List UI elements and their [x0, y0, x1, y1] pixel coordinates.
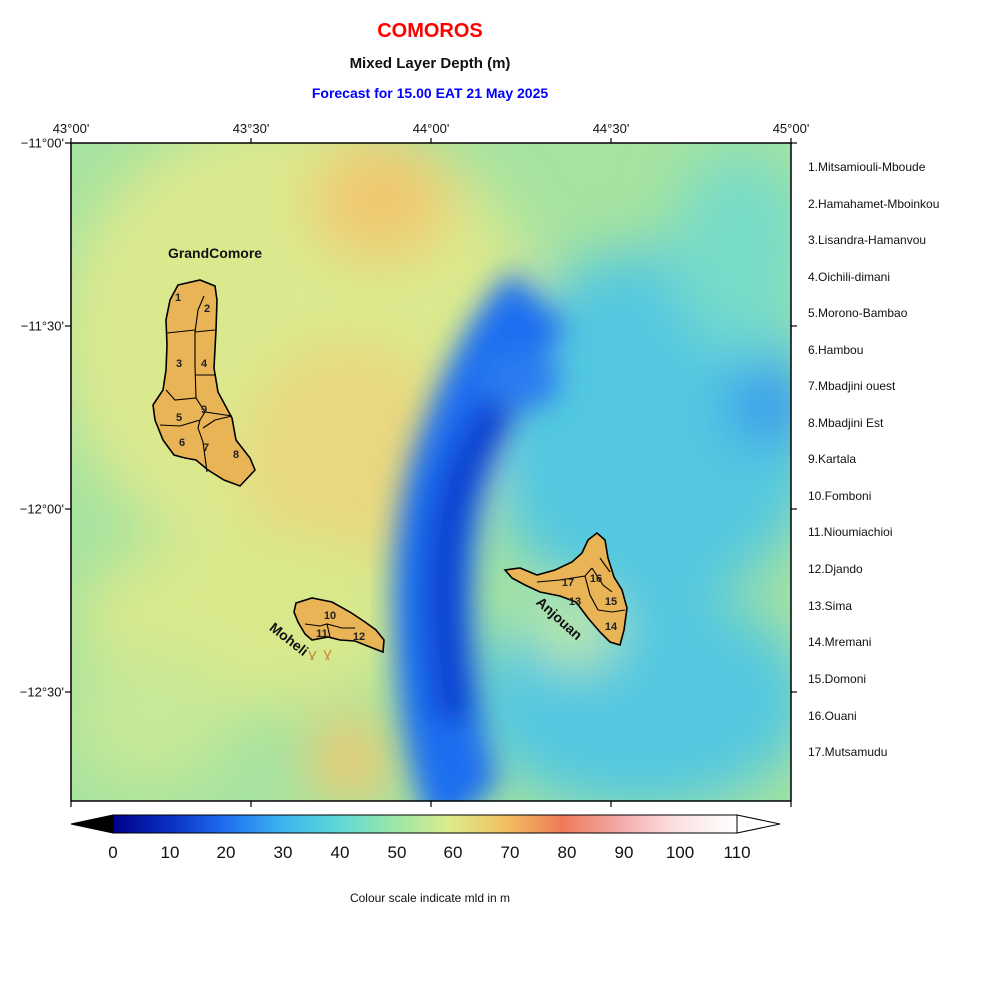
colorbar-label-20: 20 — [216, 843, 236, 862]
axis-ticks — [65, 138, 797, 807]
moheli-islets — [308, 649, 332, 661]
lon-label-3: 44°00' — [412, 121, 450, 136]
region-number-15: 15 — [605, 596, 617, 608]
legend-item-11: 11.Nioumiachioi — [808, 525, 893, 539]
legend-item-13: 13.Sima — [808, 599, 853, 613]
legend-item-14: 14.Mremani — [808, 635, 872, 649]
colorbar-label-110: 110 — [723, 843, 751, 862]
region-number-17: 17 — [562, 577, 574, 589]
legend-item-12: 12.Djando — [808, 562, 863, 576]
region-number-8: 8 — [233, 449, 239, 461]
legend-item-7: 7.Mbadjini ouest — [808, 379, 896, 393]
legend-item-16: 16.Ouani — [808, 709, 857, 723]
colorbar-label-70: 70 — [500, 843, 520, 862]
legend-item-4: 4.Oichili-dimani — [808, 270, 891, 284]
colorbar-caption: Colour scale indicate mld in m — [349, 891, 511, 905]
region-number-11: 11 — [316, 628, 328, 640]
region-number-6: 6 — [179, 437, 185, 449]
region-number-13: 13 — [569, 596, 581, 608]
region-number-14: 14 — [605, 621, 618, 633]
region-number-3: 3 — [176, 358, 182, 370]
colorbar-label-40: 40 — [330, 843, 350, 862]
legend-item-15: 15.Domoni — [808, 672, 867, 686]
grand-comore-island: 1 2 3 4 5 6 7 8 9 GrandComore — [152, 245, 262, 487]
moheli-coast — [293, 597, 385, 654]
lat-label-3: −12°00' — [19, 501, 64, 517]
grand-comore-boundaries — [159, 295, 233, 473]
region-number-12: 12 — [353, 631, 365, 643]
region-number-9: 9 — [201, 404, 207, 416]
mld-field — [71, 143, 791, 801]
anjouan-coast — [503, 531, 628, 647]
colorbar-label-50: 50 — [387, 843, 407, 862]
legend-item-3: 3.Lisandra-Hamanvou — [808, 233, 927, 247]
region-number-16: 16 — [590, 573, 602, 585]
colorbar-bar — [112, 814, 738, 834]
legend-item-10: 10.Fomboni — [808, 489, 872, 503]
region-number-2: 2 — [204, 303, 210, 315]
region-number-4: 4 — [201, 358, 208, 370]
legend-item-8: 8.Mbadjini Est — [808, 416, 884, 430]
legend-item-2: 2.Hamahamet-Mboinkou — [808, 197, 940, 211]
forecast-line: Forecast for 15.00 EAT 21 May 2025 — [311, 85, 549, 101]
colorbar-label-100: 100 — [665, 843, 695, 862]
region-number-5: 5 — [176, 412, 182, 424]
lon-label-4: 44°30' — [592, 121, 630, 136]
region-number-10: 10 — [324, 610, 336, 622]
lat-label-2: −11°30' — [20, 318, 64, 334]
legend-item-9: 9.Kartala — [808, 452, 857, 466]
colorbar-low-arrow — [70, 814, 114, 834]
colorbar-label-90: 90 — [614, 843, 634, 862]
colorbar-label-0: 0 — [108, 843, 118, 862]
map-title: COMOROS — [377, 20, 483, 42]
region-number-1: 1 — [175, 292, 181, 304]
legend-item-6: 6.Hambou — [808, 343, 864, 357]
legend-item-17: 17.Mutsamudu — [808, 745, 888, 759]
region-number-7: 7 — [203, 442, 209, 454]
lon-label-5: 45°00' — [772, 121, 810, 136]
colorbar — [70, 814, 781, 834]
legend-item-5: 5.Morono-Bambao — [808, 306, 908, 320]
moheli-boundaries — [304, 623, 355, 638]
grand-comore-label: GrandComore — [168, 245, 262, 261]
lon-label-2: 43°30' — [232, 121, 270, 136]
colorbar-label-10: 10 — [160, 843, 180, 862]
colorbar-label-60: 60 — [443, 843, 463, 862]
legend-item-1: 1.Mitsamiouli-Mboude — [808, 160, 926, 174]
lat-label-1: −11°00' — [20, 135, 64, 151]
colorbar-label-80: 80 — [557, 843, 577, 862]
lat-label-4: −12°30' — [19, 684, 64, 700]
anjouan-boundaries — [536, 557, 626, 613]
map-subtitle: Mixed Layer Depth (m) — [349, 55, 511, 72]
lon-label-1: 43°00' — [52, 121, 90, 136]
colorbar-label-30: 30 — [273, 843, 293, 862]
colorbar-high-arrow — [736, 814, 781, 834]
